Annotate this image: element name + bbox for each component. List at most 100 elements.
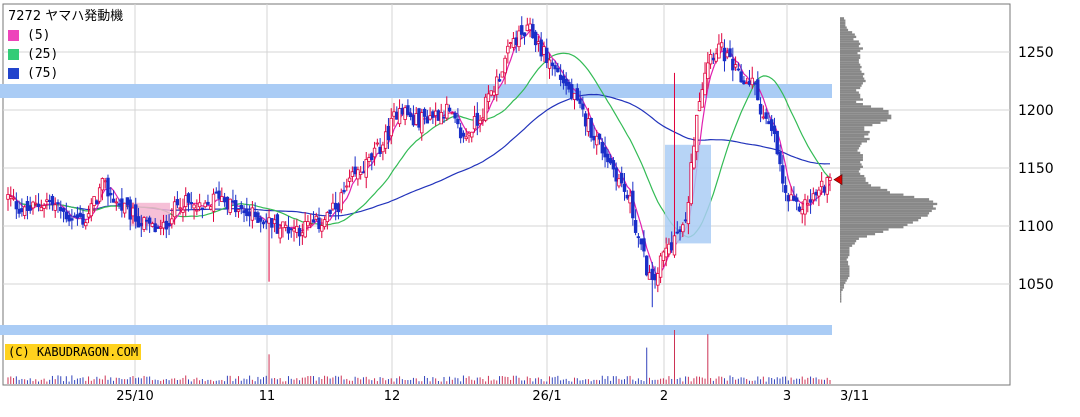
volume-profile-bar: [840, 188, 888, 192]
volume-profile-bar: [840, 249, 850, 252]
candle-body: [345, 185, 349, 188]
candle-body: [603, 147, 607, 158]
candle-body: [364, 159, 368, 178]
candle-body: [758, 103, 763, 115]
candle-body: [253, 211, 257, 217]
candle-body: [411, 115, 416, 126]
volume-profile-bar: [840, 263, 849, 266]
candle-body: [50, 195, 55, 206]
candle-body: [486, 93, 491, 103]
volume-profile-bar: [840, 133, 869, 136]
candle-body: [184, 195, 188, 207]
candle-body: [595, 135, 599, 146]
candle-body: [656, 273, 660, 286]
candle-body: [9, 196, 13, 199]
candle-body: [545, 47, 549, 64]
volume-profile-bar: [840, 31, 853, 34]
candle-body: [628, 195, 632, 204]
ma25-swatch: [8, 49, 19, 60]
candle-body: [661, 251, 666, 261]
volume-profile-bar: [840, 28, 849, 32]
candle-body: [45, 199, 49, 202]
candle-body: [172, 201, 177, 218]
candle-body: [586, 118, 591, 132]
volume-profile-bar: [840, 221, 913, 224]
candle-body: [556, 67, 560, 73]
candle-body: [781, 165, 785, 184]
candle-body: [514, 37, 518, 46]
candle-body: [284, 224, 288, 228]
volume-profile-bar: [840, 174, 865, 178]
candle-body: [697, 101, 702, 112]
volume-profile-bar: [840, 230, 884, 233]
volume-profile-bar: [840, 77, 865, 80]
candle-body: [203, 202, 207, 208]
candle-body: [31, 201, 35, 209]
volume-profile-bar: [840, 54, 861, 57]
candle-body: [417, 108, 421, 128]
candle-body: [675, 231, 679, 234]
y-tick-label: 1200: [1018, 103, 1054, 119]
volume-profile-bar: [840, 207, 936, 210]
candle-body: [178, 207, 182, 210]
candle-body: [483, 96, 488, 121]
candle-body: [739, 71, 743, 83]
candle-body: [722, 47, 727, 62]
candle-body: [664, 247, 668, 258]
y-tick-label: 1050: [1018, 277, 1054, 293]
volume-profile-bar: [840, 79, 866, 83]
candle-body: [461, 132, 466, 137]
volume-profile-bar: [840, 212, 930, 215]
volume-profile-bar: [840, 290, 842, 294]
candle-body: [125, 197, 130, 205]
candle-body: [542, 46, 546, 55]
volume-profile-bar: [840, 38, 854, 41]
candle-body: [433, 110, 438, 116]
candle-body: [631, 190, 635, 219]
candle-body: [822, 186, 827, 193]
volume-profile-bar: [840, 251, 850, 254]
candle-body: [59, 206, 63, 212]
candle-body: [400, 107, 405, 115]
volume-profile-bar: [840, 58, 859, 62]
candle-body: [153, 223, 157, 233]
candle-body: [122, 202, 127, 214]
volume-profile-bar: [840, 110, 889, 113]
volume-profile-bar: [840, 281, 846, 284]
candle-body: [789, 194, 793, 201]
volume-profile-bar: [840, 123, 873, 127]
volume-profile-bar: [840, 170, 859, 173]
candle-body: [120, 198, 124, 211]
volume-profile-bar: [840, 288, 843, 291]
candle-body: [247, 211, 252, 217]
candle-body: [372, 147, 377, 158]
candle-body: [647, 272, 652, 280]
candle-body: [181, 209, 185, 213]
candle-body: [286, 226, 291, 234]
volume-profile-bar: [840, 181, 869, 185]
volume-profile-bar: [840, 144, 861, 148]
volume-profile-bar: [840, 105, 872, 108]
volume-profile-bar: [840, 200, 934, 203]
candle-body: [681, 224, 685, 233]
candle-body: [164, 220, 168, 230]
volume-profile-bar: [840, 165, 863, 168]
volume-profile-bar: [840, 286, 845, 289]
chart-title: 7272 ヤマハ発動機: [8, 9, 124, 24]
candle-body: [408, 113, 413, 118]
volume-profile-bar: [840, 82, 863, 85]
candle-body: [772, 125, 777, 135]
candle-body: [583, 113, 588, 127]
candle-body: [322, 219, 327, 228]
volume-profile-bar: [840, 149, 858, 152]
volume-profile-bar: [840, 209, 932, 213]
candle-body: [217, 190, 221, 199]
candle-body: [747, 80, 752, 85]
volume-profile-bar: [840, 33, 855, 36]
candle-body: [161, 221, 166, 229]
volume-profile-bar: [840, 70, 862, 73]
volume-profile-bar: [840, 121, 881, 124]
candle-body: [139, 222, 143, 227]
ma5-swatch: [8, 30, 19, 41]
candle-body: [47, 200, 52, 203]
